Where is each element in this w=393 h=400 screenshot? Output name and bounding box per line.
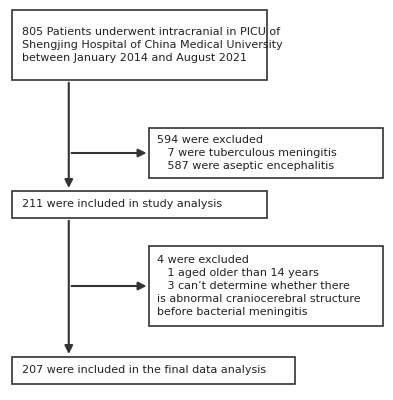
Bar [149,128,383,178]
Bar [12,10,267,80]
Text: 3 can’t determine whether there: 3 can’t determine whether there [157,281,350,291]
Text: between January 2014 and August 2021: between January 2014 and August 2021 [22,53,247,63]
Text: 7 were tuberculous meningitis: 7 were tuberculous meningitis [157,148,337,158]
Bar [149,246,383,326]
Text: 1 aged older than 14 years: 1 aged older than 14 years [157,268,319,278]
Bar [12,357,295,384]
Text: 594 were excluded: 594 were excluded [157,135,263,145]
Text: before bacterial meningitis: before bacterial meningitis [157,306,308,317]
Text: 587 were aseptic encephalitis: 587 were aseptic encephalitis [157,161,334,171]
Text: 805 Patients underwent intracranial in PICU of: 805 Patients underwent intracranial in P… [22,27,280,37]
Text: 4 were excluded: 4 were excluded [157,255,249,266]
Bar [12,191,267,218]
Text: Shengjing Hospital of China Medical University: Shengjing Hospital of China Medical Univ… [22,40,282,50]
Text: is abnormal craniocerebral structure: is abnormal craniocerebral structure [157,294,361,304]
Text: 207 were included in the final data analysis: 207 were included in the final data anal… [22,366,266,375]
Text: 211 were included in study analysis: 211 were included in study analysis [22,200,222,210]
